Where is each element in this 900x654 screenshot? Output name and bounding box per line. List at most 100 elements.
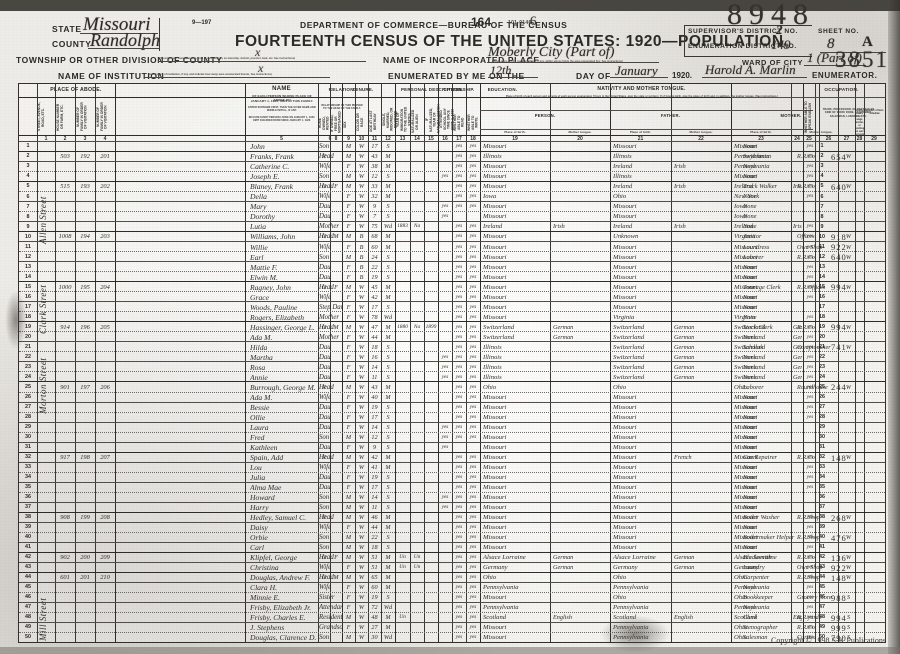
cell-school: yes [441, 504, 449, 511]
cell-m_birth: Switzerland [734, 353, 766, 361]
cell-f_birth: Ohio [613, 594, 627, 602]
row-number: 7 [820, 203, 824, 210]
cell-race: W [358, 303, 365, 311]
cell-write: yes [469, 483, 477, 490]
cell-read: yes [455, 594, 463, 601]
cell-sex: F [346, 393, 351, 401]
cell-own: M [333, 233, 339, 241]
cell-fam_a: 196 [80, 323, 90, 331]
cell-eng2: yes [806, 615, 814, 621]
cell-age: 12 [371, 433, 378, 441]
cell-fam_a: 200 [80, 554, 90, 562]
cell-fam_b: 206 [100, 383, 110, 391]
colnum: 29 [871, 136, 877, 142]
cell-f_birth: Ireland [613, 163, 633, 171]
cell-f_tongue: French [674, 453, 692, 461]
cell-marital: M [385, 574, 391, 582]
incorporated-value: Moberly City (Part of) [488, 45, 615, 60]
colnum: 9 [347, 136, 350, 142]
cell-eng2: yes [806, 545, 814, 551]
cell-marital: M [385, 453, 391, 461]
colrule [330, 84, 331, 642]
cell-read: yes [455, 283, 463, 290]
cell-name: Martha [250, 352, 273, 362]
row-number: 32 [25, 454, 31, 461]
cell-f_birth: Unknown [613, 233, 639, 241]
cell-f_birth: Missouri [613, 494, 637, 501]
cell-occupation: Bookkeeper [743, 594, 774, 602]
cell-relation: Wife [319, 163, 332, 171]
cell-p_birth: Missouri [483, 263, 507, 271]
cell-name: Mattie F. [250, 262, 278, 272]
row-separator [19, 541, 885, 543]
row-number: 36 [819, 494, 825, 501]
row-separator [19, 231, 885, 233]
cell-age: 41 [371, 463, 378, 471]
day-label: DAY OF [576, 71, 611, 81]
cell-age: 44 [371, 333, 378, 341]
cell-m_birth: Missouri [734, 524, 758, 532]
colrule [815, 84, 816, 642]
cell-p_birth: Illinois [483, 363, 502, 371]
cell-class: W [845, 453, 852, 461]
cell-f_birth: Missouri [613, 443, 637, 451]
cell-write: yes [469, 263, 477, 270]
row-number: 29 [25, 423, 31, 430]
cell-name: Woods, Pauline [250, 302, 298, 312]
cell-p_birth: Missouri [483, 443, 507, 451]
cell-own: F [334, 283, 338, 291]
cell-marital: S [386, 173, 390, 181]
cell-p_tongue: English [553, 614, 572, 622]
cell-m_birth: Missouri [734, 514, 758, 522]
cell-marital: S [386, 433, 390, 441]
cell-class: S [846, 624, 851, 632]
cell-fam_a: 199 [80, 514, 90, 522]
row-number: 35 [819, 484, 825, 491]
cell-read: yes [455, 343, 463, 350]
cell-race: B [359, 263, 364, 271]
cell-age: 72 [371, 604, 378, 612]
cell-occupation: None [743, 313, 757, 321]
row-number: 5 [820, 183, 824, 190]
cell-marital: S [386, 544, 390, 552]
cell-p_birth: Ohio [483, 574, 497, 582]
cell-age: 75 [371, 223, 378, 231]
cell-sex: F [346, 363, 351, 371]
cell-f_birth: Missouri [613, 514, 637, 522]
nativity-person: PERSON. [534, 113, 556, 118]
cell-m_birth: Missouri [734, 173, 758, 181]
cell-p_birth: Missouri [483, 634, 507, 642]
row-number: 2 [26, 153, 30, 160]
cell-m_birth: Missouri [734, 494, 758, 501]
cell-sex: M [345, 153, 352, 161]
colrule [368, 84, 369, 642]
cell-m_birth: New York [734, 193, 760, 201]
cell-school: yes [441, 213, 449, 220]
cell-code: 640 [831, 252, 847, 263]
row-number: 11 [25, 243, 31, 250]
cell-occupation: None [743, 483, 757, 491]
colrule [424, 84, 425, 642]
cell-marital: M [385, 323, 391, 331]
row-separator [19, 551, 885, 553]
cell-f_birth: Missouri [613, 283, 637, 291]
row-separator [19, 151, 885, 153]
cell-occupation: Janitor [743, 233, 762, 241]
cell-sex: F [346, 524, 351, 532]
cell-occupation: None [743, 163, 757, 171]
cell-f_tongue: Irish [674, 183, 686, 191]
cell-m_birth: Missouri [734, 263, 758, 271]
row-number: 33 [819, 464, 825, 471]
cell-name: Alma Mae [250, 482, 282, 492]
cell-race: B [359, 273, 364, 281]
cell-race: W [358, 373, 365, 381]
cell-marital: S [386, 253, 390, 261]
cell-relation: Grandson [319, 624, 342, 632]
row-number: 23 [819, 363, 825, 370]
cell-sex: M [345, 323, 352, 331]
cell-sex: F [346, 423, 351, 431]
colnum: 19 [512, 136, 518, 142]
supervisor-value: 2 [776, 22, 783, 37]
cell-m_birth: Missouri [734, 143, 758, 151]
cell-industry: R.R.Co [797, 253, 815, 261]
